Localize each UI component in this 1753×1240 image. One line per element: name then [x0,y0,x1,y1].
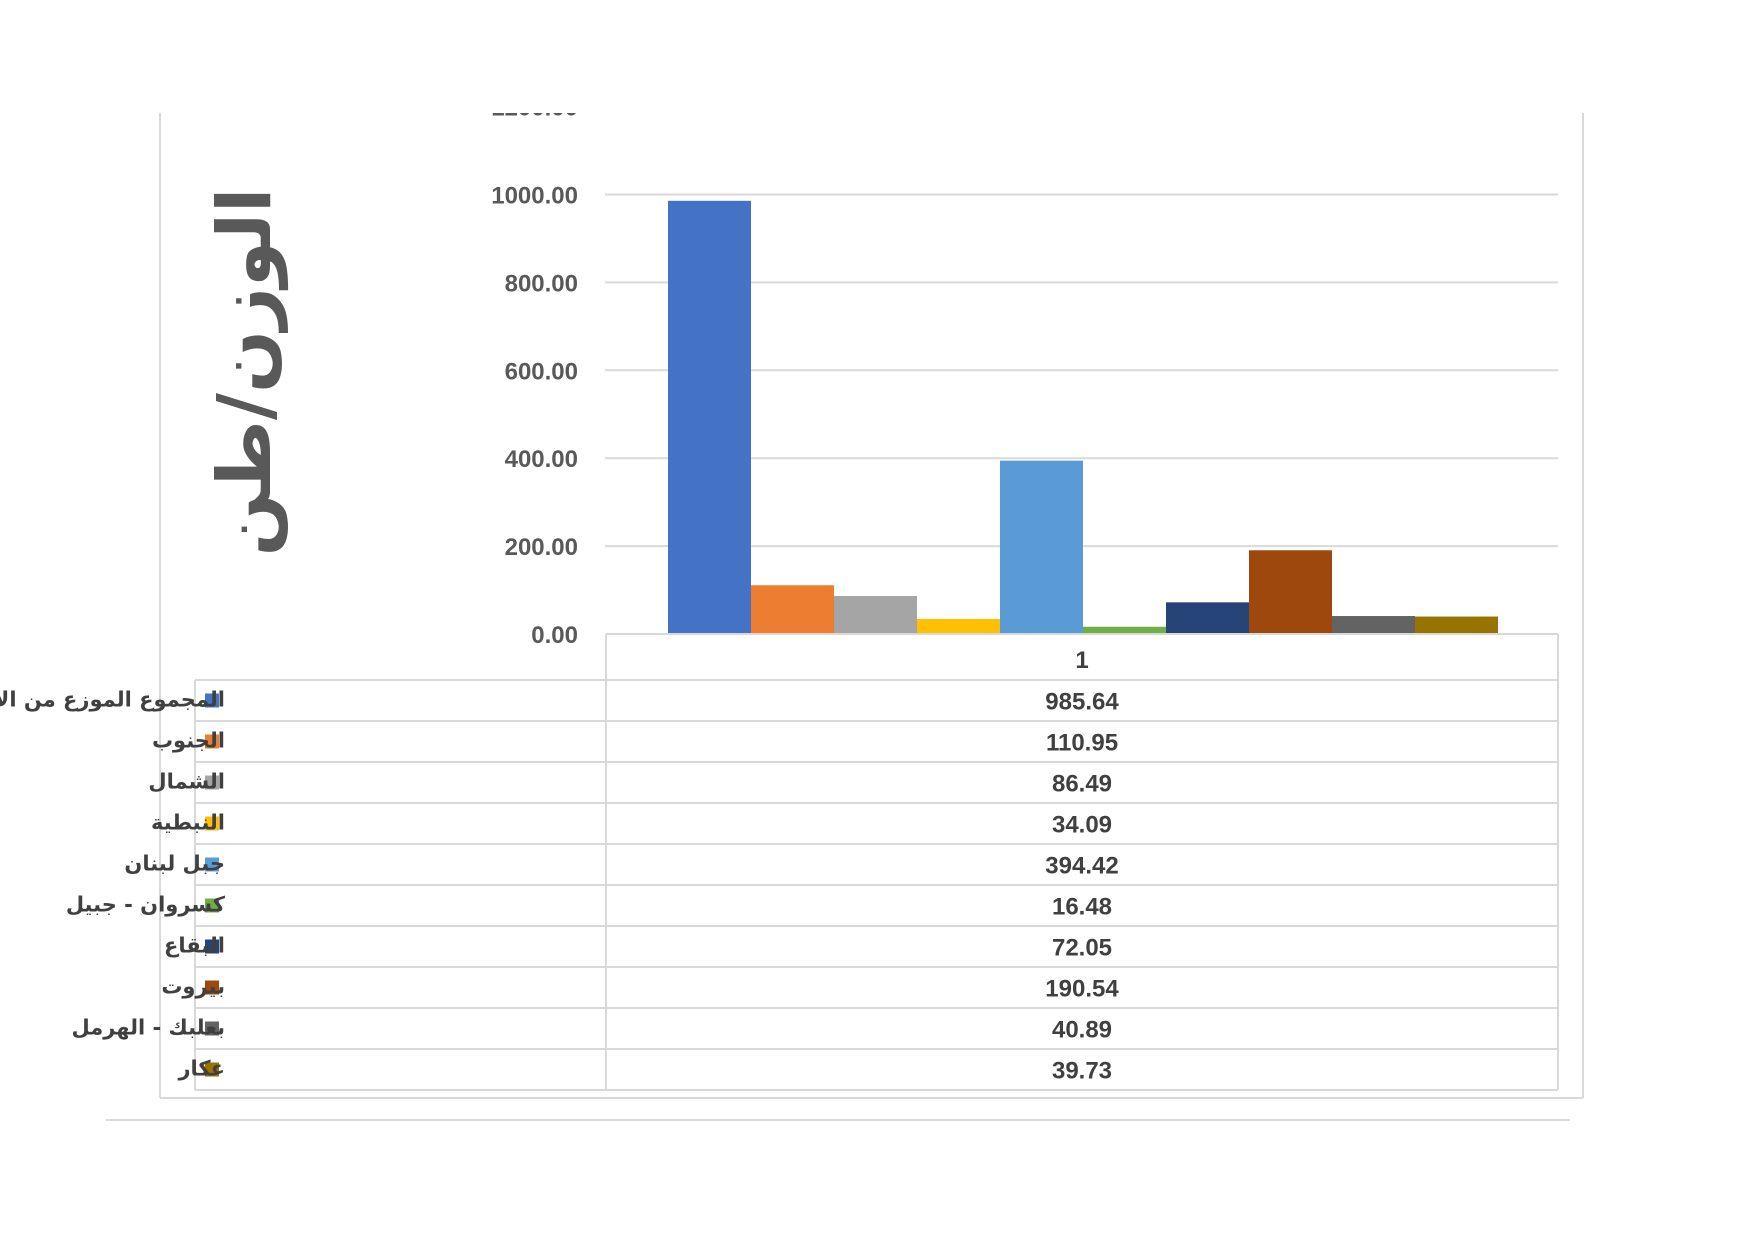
bar-1 [668,200,751,634]
value-label-6: 16.48 [1052,894,1112,921]
legend-swatch-10 [205,1062,219,1077]
legend-swatch-1 [205,693,219,708]
y-axis-title: الوزن/طن [202,188,289,557]
legend-swatch-9 [205,1021,219,1036]
bar-3 [834,595,917,634]
legend-swatch-7 [205,939,219,954]
data-table: 1 المجموع الموزع من الإغاثة للمحافظات 985.… [0,633,1559,1091]
legend-label-4: النبطية [151,811,225,835]
bar-8 [1249,550,1332,634]
bar-2 [751,585,834,634]
bar-4 [917,619,1000,634]
legend-swatch-5 [205,857,219,872]
y-tick-label: 600.00 [505,358,578,385]
legend-label-8: بيروت [161,975,225,999]
bar-7 [1166,602,1249,634]
value-label-2: 110.95 [1046,730,1118,757]
legend-swatch-2 [205,734,219,749]
value-label-7: 72.05 [1052,935,1112,962]
legend-label-10: عكار [177,1057,225,1081]
y-axis-ticks: 0.00200.00400.00600.00800.001000.001200.… [491,95,578,649]
value-label-8: 190.54 [1045,976,1119,1003]
y-tick-label: 0.00 [531,622,578,649]
bar-10 [1415,616,1498,634]
bar-5 [1000,460,1083,634]
value-label-4: 34.09 [1052,812,1112,839]
category-label: 1 [1075,647,1088,674]
legend-swatch-3 [205,775,219,790]
y-tick-label: 400.00 [505,446,578,473]
value-label-5: 394.42 [1045,853,1118,880]
value-label-1: 985.64 [1045,689,1119,716]
bars [668,200,1498,634]
legend-swatch-8 [205,980,219,995]
crop-mask [0,0,1753,113]
legend-swatch-4 [205,816,219,831]
bar-6 [1083,626,1166,634]
legend-swatch-6 [205,898,219,913]
bar-9 [1332,616,1415,634]
legend-label-5: جبل لبنان [124,852,225,876]
legend-label-6: كسروان - جبيل [66,893,226,917]
value-label-10: 39.73 [1052,1058,1112,1085]
legend-label-2: الجنوب [152,729,225,753]
value-label-9: 40.89 [1052,1017,1112,1044]
y-tick-label: 1000.00 [491,183,578,210]
legend-label-3: الشمال [148,770,225,794]
legend-label-1: المجموع الموزع من الإغاثة للمحافظات [0,688,225,712]
legend-label-9: بعلبك - الهرمل [71,1016,225,1040]
legend-label-7: البقاع [164,934,225,958]
y-tick-label: 200.00 [505,534,578,561]
value-label-3: 86.49 [1052,771,1112,798]
y-tick-label: 800.00 [505,270,578,297]
